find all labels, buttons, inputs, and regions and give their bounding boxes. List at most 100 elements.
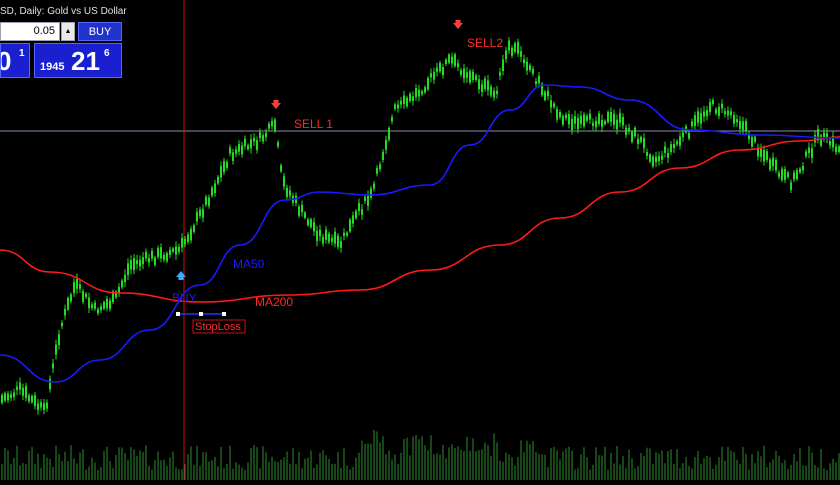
candle-body — [1, 394, 3, 403]
candle-body — [73, 282, 75, 293]
up-arrow-icon[interactable] — [176, 271, 186, 280]
candle-body — [85, 293, 87, 298]
buy-price-button[interactable]: 1945 21 6 — [34, 43, 122, 78]
candle-body — [229, 147, 231, 154]
candle-body — [409, 93, 411, 102]
candle-body — [391, 117, 393, 122]
candle-body — [142, 257, 144, 265]
candle-body — [526, 61, 528, 71]
candle-body — [313, 222, 315, 232]
ask-price-sup: 6 — [104, 48, 110, 59]
candle-body — [406, 97, 408, 107]
candle-body — [790, 182, 792, 191]
candle-body — [622, 117, 624, 126]
ma50-line[interactable] — [0, 84, 840, 383]
candle-body — [505, 50, 507, 60]
candle-body — [166, 253, 168, 262]
candle-body — [787, 172, 789, 178]
candle-body — [106, 298, 108, 309]
candle-body — [424, 87, 426, 93]
candle-body — [79, 284, 81, 289]
candle-body — [649, 154, 651, 162]
candle-body — [826, 133, 828, 139]
candle-body — [754, 136, 756, 142]
candle-body — [145, 252, 147, 259]
candle-body — [550, 100, 552, 108]
candle-body — [190, 228, 192, 241]
candle-body — [100, 306, 102, 311]
candle-body — [220, 166, 222, 178]
stoploss-label-box[interactable] — [192, 319, 246, 334]
candle-body — [55, 344, 57, 355]
candle-body — [661, 155, 663, 160]
buy-button[interactable]: BUY — [78, 22, 122, 41]
candle-body — [448, 54, 450, 63]
candle-body — [469, 71, 471, 83]
candle-body — [328, 233, 330, 243]
candle-body — [355, 210, 357, 219]
candle-body — [607, 112, 609, 122]
candle-body — [121, 280, 123, 288]
sell-price-button[interactable]: 0 1 — [0, 43, 30, 78]
candle-body — [547, 90, 549, 97]
stoploss-handle-right[interactable] — [222, 312, 226, 316]
stoploss-handle-left[interactable] — [176, 312, 180, 316]
candle-body — [91, 304, 93, 308]
candle-body — [478, 79, 480, 90]
candle-body — [520, 51, 522, 57]
candle-body — [25, 386, 27, 398]
candle-body — [493, 90, 495, 98]
candle-body — [610, 111, 612, 122]
candle-body — [370, 188, 372, 198]
candle-body — [256, 140, 258, 150]
candle-body — [382, 151, 384, 160]
candle-body — [298, 206, 300, 216]
candle-body — [595, 121, 597, 128]
candle-body — [331, 237, 333, 242]
candle-body — [37, 403, 39, 411]
candle-body — [511, 47, 513, 56]
candle-body — [427, 78, 429, 90]
candle-body — [805, 151, 807, 157]
candle-body — [76, 278, 78, 289]
candle-body — [700, 113, 702, 124]
candle-body — [517, 41, 519, 54]
lot-size-input[interactable]: 0.05 — [0, 22, 60, 41]
candle-body — [319, 229, 321, 237]
candle-body — [412, 96, 414, 101]
candle-body — [676, 141, 678, 145]
candle-body — [580, 115, 582, 124]
candle-body — [46, 402, 48, 409]
candle-body — [652, 156, 654, 167]
candle-body — [514, 43, 516, 52]
candle-body — [679, 136, 681, 146]
up-triangle-icon[interactable]: ▲ — [61, 22, 75, 41]
candle-body — [721, 103, 723, 109]
candle-body — [691, 121, 693, 127]
candle-body — [112, 291, 114, 303]
down-arrow-icon[interactable] — [453, 20, 463, 29]
down-arrow-icon[interactable] — [271, 100, 281, 109]
candle-body — [208, 197, 210, 206]
candle-body — [271, 120, 273, 127]
candle-body — [307, 219, 309, 226]
candle-body — [82, 291, 84, 303]
candle-body — [376, 167, 378, 174]
ma200-line[interactable] — [0, 136, 840, 303]
candle-body — [238, 144, 240, 152]
candle-body — [34, 395, 36, 407]
candle-body — [529, 65, 531, 71]
candle-body — [133, 258, 135, 271]
candle-body — [535, 81, 537, 85]
candle-body — [364, 196, 366, 201]
candle-body — [421, 91, 423, 95]
candle-body — [43, 403, 45, 410]
stoploss-handle-mid[interactable] — [199, 312, 203, 316]
candle-body — [739, 121, 741, 129]
candle-body — [178, 246, 180, 252]
volume-bars — [1, 429, 840, 480]
candle-body — [265, 132, 267, 138]
candle-body — [325, 229, 327, 240]
